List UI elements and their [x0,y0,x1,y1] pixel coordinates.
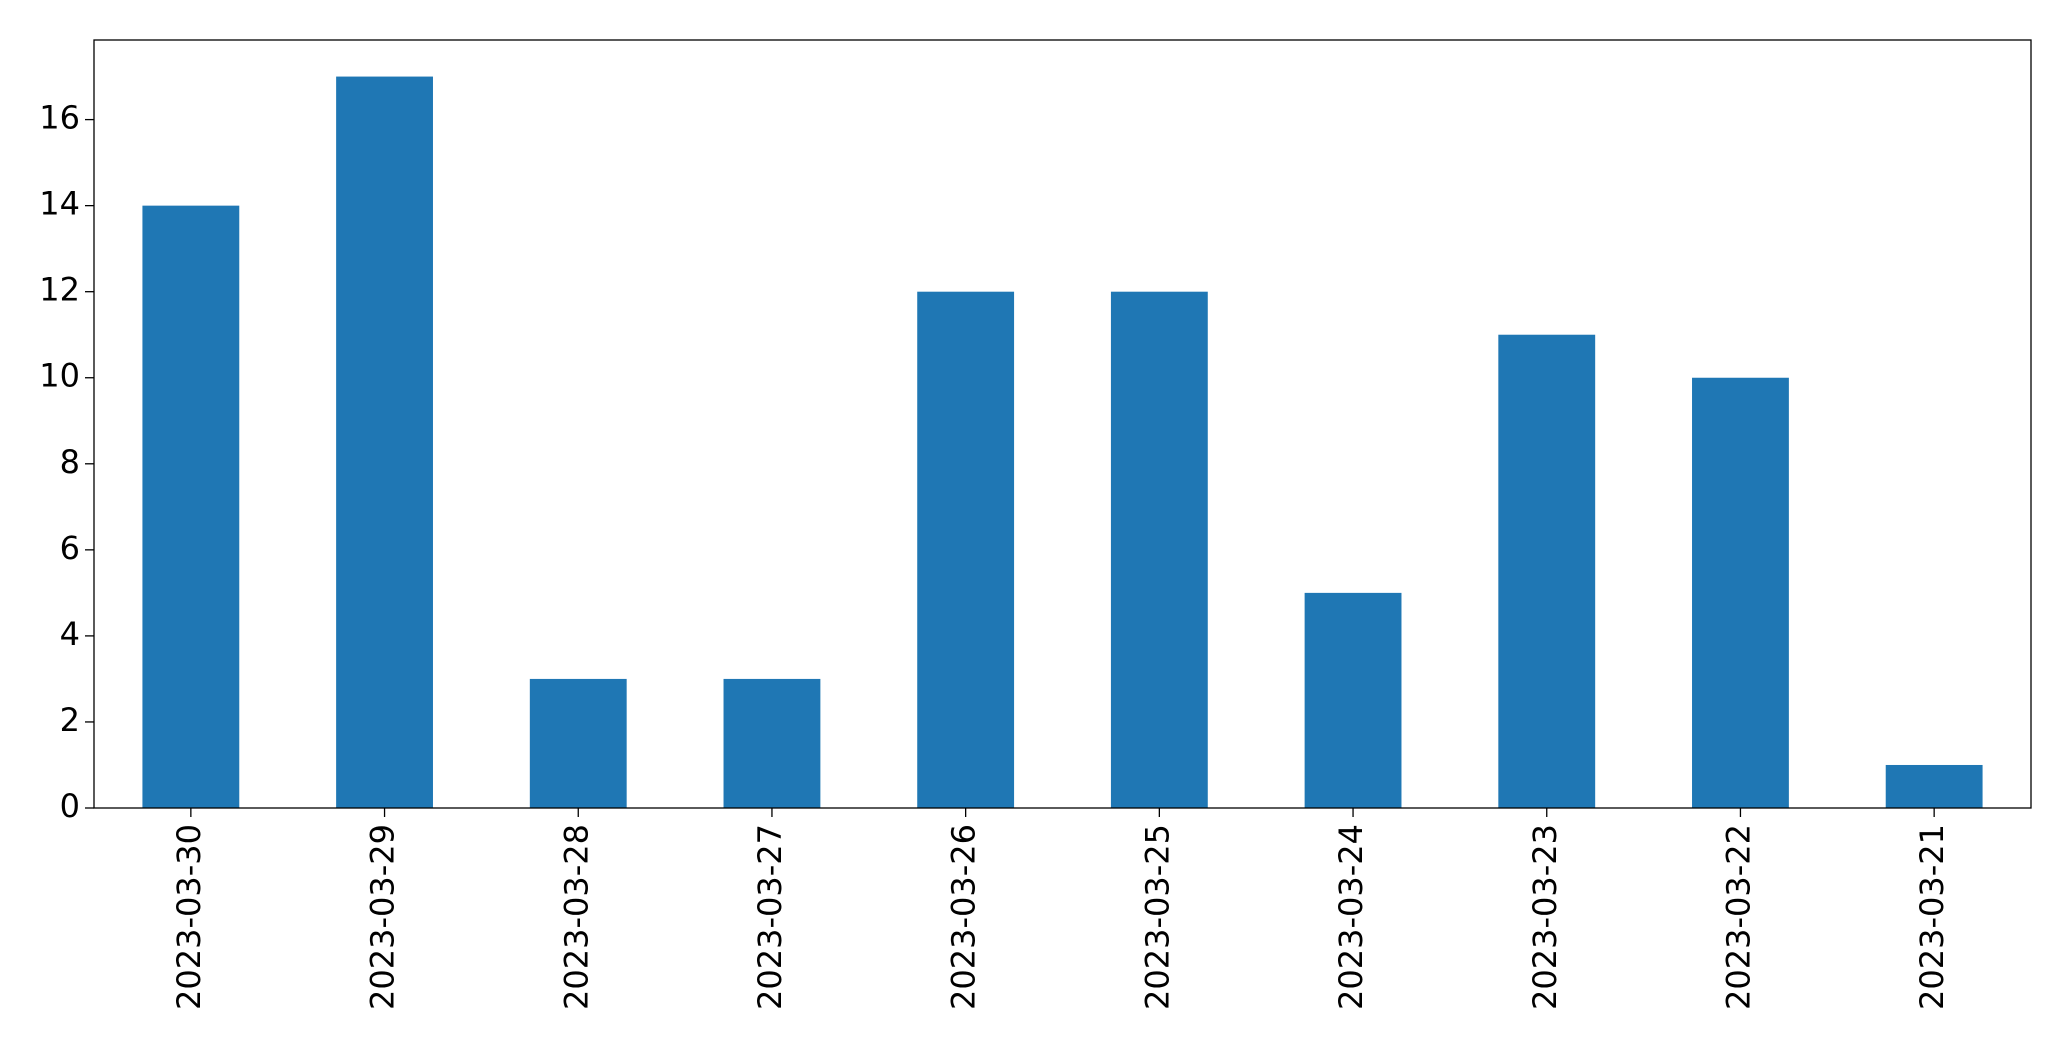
y-tick-label: 14 [39,185,80,223]
bar [1885,764,1983,808]
x-tick-label: 2023-03-22 [1719,824,1757,1010]
bar [1304,592,1402,808]
x-tick-label: 2023-03-23 [1526,824,1564,1010]
x-tick-label: 2023-03-24 [1332,824,1370,1010]
y-tick-label: 8 [60,443,80,481]
x-tick-label: 2023-03-29 [364,824,402,1010]
bar [1110,291,1208,808]
x-tick-label: 2023-03-27 [751,824,789,1010]
bar [336,76,433,809]
x-tick-label: 2023-03-28 [557,824,595,1010]
plot-frame [93,39,2032,809]
x-tick-label: 2023-03-30 [170,824,208,1010]
y-tick-label: 0 [60,787,80,825]
y-tick-label: 16 [39,99,80,137]
y-tick-label: 2 [60,701,80,739]
bar [1498,334,1596,808]
y-tick-label: 6 [60,529,80,567]
bar [1692,377,1789,808]
bar [723,678,821,808]
x-tick-label: 2023-03-26 [945,824,983,1010]
y-tick-label: 4 [60,615,80,653]
y-tick-label: 10 [39,357,80,395]
bar [142,205,240,808]
bar [529,678,627,808]
x-tick-label: 2023-03-21 [1913,824,1951,1010]
bar [917,291,1015,808]
y-tick-label: 12 [39,271,80,309]
x-tick-label: 2023-03-25 [1138,824,1176,1010]
